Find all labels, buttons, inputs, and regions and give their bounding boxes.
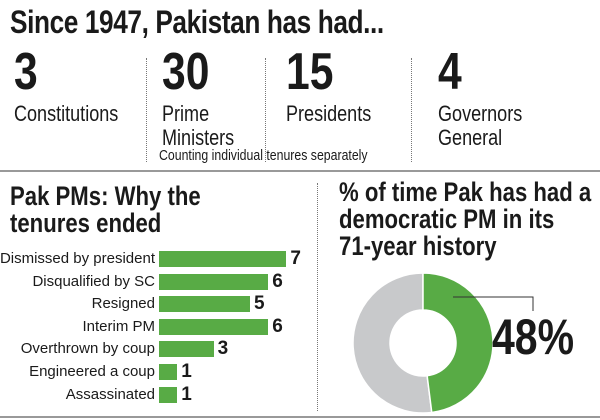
stat-value: 3 xyxy=(14,43,38,101)
bar-value-label: 1 xyxy=(181,383,192,405)
bar xyxy=(159,318,269,335)
bar-label: Assassinated xyxy=(65,385,155,403)
bar-chart-title: Pak PMs: Why the tenures ended xyxy=(10,181,201,238)
bar xyxy=(159,273,269,290)
stat-governors-general: 4 Governors General xyxy=(438,46,541,150)
bar xyxy=(159,296,250,313)
divider xyxy=(265,58,266,162)
bar-value-label: 6 xyxy=(272,315,283,337)
divider xyxy=(317,183,318,411)
stat-label: Presidents xyxy=(286,101,372,126)
bar-value-label: 5 xyxy=(254,293,265,315)
stat-label: Ministers xyxy=(162,125,235,150)
stat-value: 15 xyxy=(286,43,334,101)
bar-label: Interim PM xyxy=(82,317,155,335)
bar xyxy=(159,364,178,380)
stat-label: General xyxy=(438,125,503,150)
stat-label: Governors xyxy=(438,101,523,126)
bar xyxy=(159,251,287,267)
donut-chart-title: % of time Pak has had a democratic PM in… xyxy=(339,177,592,261)
footnote: Counting individual tenures separately xyxy=(159,147,368,164)
bar xyxy=(159,386,178,403)
stat-label: Prime xyxy=(162,101,210,126)
bar-label: Resigned xyxy=(91,295,155,313)
bar-value-label: 6 xyxy=(272,270,283,292)
divider xyxy=(146,58,147,162)
donut-percent-label: 48% xyxy=(492,309,575,365)
donut-slice-democratic xyxy=(422,272,494,414)
bar xyxy=(159,341,214,358)
horizontal-rule xyxy=(0,416,600,418)
bar-label: Disqualified by SC xyxy=(32,272,155,290)
main-title: Since 1947, Pakistan has had... xyxy=(10,4,384,40)
stat-label: Constitutions xyxy=(14,101,119,126)
bar-label: Overthrown by coup xyxy=(20,340,155,358)
horizontal-rule xyxy=(0,170,600,172)
bar-label: Engineered a coup xyxy=(29,363,155,380)
donut-slice-other xyxy=(352,272,433,414)
stat-value: 30 xyxy=(162,43,210,101)
bar-value-label: 7 xyxy=(290,248,301,269)
stat-value: 4 xyxy=(438,43,462,101)
bar-value-label: 1 xyxy=(181,361,192,382)
bar-label: Dismissed by president xyxy=(0,250,155,267)
stat-prime-ministers: 30 Prime Ministers xyxy=(162,46,250,150)
divider xyxy=(411,58,412,162)
stat-presidents: 15 Presidents xyxy=(286,46,390,126)
callout-line xyxy=(453,296,534,311)
bar-value-label: 3 xyxy=(217,338,229,360)
stat-constitutions: 3 Constitutions xyxy=(14,46,141,126)
